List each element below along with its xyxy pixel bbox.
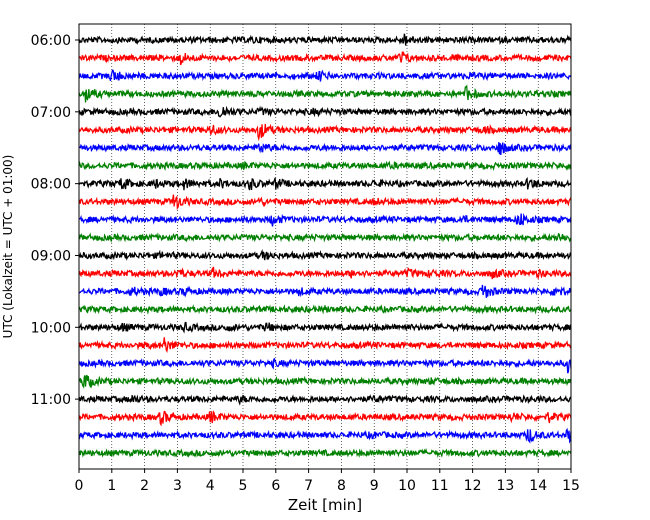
trace-line xyxy=(78,176,572,191)
trace-line xyxy=(78,84,572,103)
trace-line xyxy=(78,357,572,374)
grid-lines xyxy=(111,24,539,469)
trace-line xyxy=(78,284,572,298)
x-tick-label: 2 xyxy=(140,478,149,494)
x-tick-label: 5 xyxy=(239,478,248,494)
y-tick-label: 09:00 xyxy=(31,248,71,264)
trace-lines xyxy=(78,33,572,459)
trace-line xyxy=(78,447,572,459)
x-tick-label: 12 xyxy=(464,478,482,494)
trace-line xyxy=(78,194,572,210)
trace-line xyxy=(78,123,572,142)
trace-line xyxy=(78,212,572,227)
trace-line xyxy=(78,51,572,66)
y-axis-label: UTC (Lokalzeit = UTC + 01:00) xyxy=(1,155,15,339)
y-tick-label: 06:00 xyxy=(31,33,71,49)
trace-line xyxy=(78,303,572,315)
x-tick-label: 15 xyxy=(562,478,580,494)
trace-line xyxy=(78,266,572,281)
x-tick-label: 14 xyxy=(529,478,547,494)
x-tick-label: 7 xyxy=(304,478,313,494)
y-tick-label: 08:00 xyxy=(31,177,71,193)
trace-line xyxy=(78,105,572,118)
x-tick-label: 9 xyxy=(370,478,379,494)
x-tick-label: 3 xyxy=(173,478,182,494)
x-tick-label: 1 xyxy=(107,478,116,494)
x-tick-label: 13 xyxy=(496,478,514,494)
trace-line xyxy=(78,394,572,406)
x-tick-label: 0 xyxy=(75,478,84,494)
plot-frame xyxy=(78,23,572,470)
x-tick-label: 4 xyxy=(206,478,215,494)
x-tick-label: 10 xyxy=(398,478,416,494)
trace-line xyxy=(78,410,572,427)
y-tick-label: 10:00 xyxy=(31,320,71,336)
y-tick-label: 11:00 xyxy=(31,392,71,408)
trace-line xyxy=(78,232,572,244)
trace-line xyxy=(78,142,572,155)
trace-line xyxy=(78,248,572,261)
trace-line xyxy=(78,321,572,334)
trace-line xyxy=(78,374,572,389)
y-tick-label: 07:00 xyxy=(31,105,71,121)
trace-line xyxy=(78,33,572,46)
trace-line xyxy=(78,427,572,444)
trace-line xyxy=(78,69,572,82)
y-ticks: 06:00 07:00 08:00 09:00 10:00 11:00 xyxy=(31,33,79,408)
x-tick-label: 11 xyxy=(431,478,449,494)
x-tick-label: 8 xyxy=(337,478,346,494)
x-ticks: 0 1 2 3 4 5 6 7 8 9 10 11 12 13 14 15 xyxy=(75,469,580,494)
trace-line xyxy=(78,160,572,172)
x-axis-label: Zeit [min] xyxy=(288,496,362,514)
x-tick-label: 6 xyxy=(271,478,280,494)
trace-line xyxy=(78,337,572,353)
